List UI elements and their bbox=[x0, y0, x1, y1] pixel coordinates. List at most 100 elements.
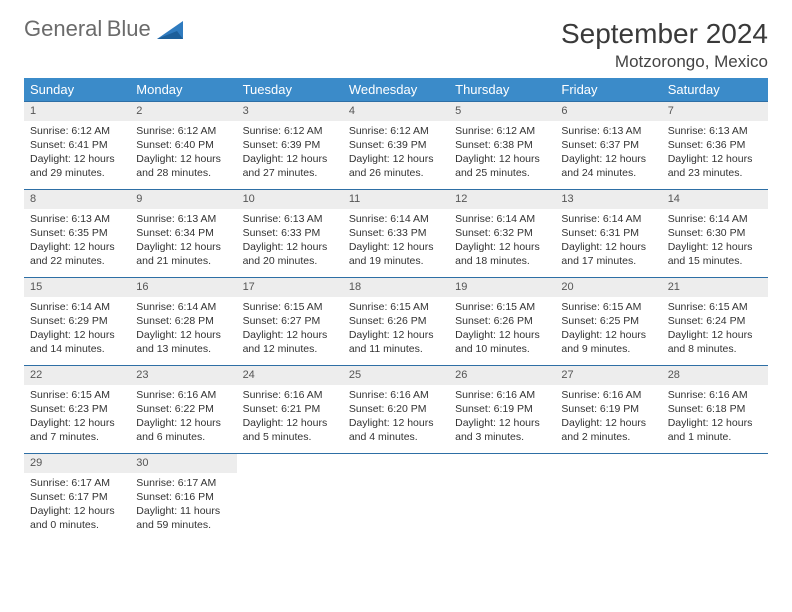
calendar-cell: 19Sunrise: 6:15 AMSunset: 6:26 PMDayligh… bbox=[449, 278, 555, 366]
brand-word1: General bbox=[24, 16, 102, 41]
sunrise-line: Sunrise: 6:12 AM bbox=[136, 124, 230, 138]
sunrise-line: Sunrise: 6:13 AM bbox=[668, 124, 762, 138]
daylight-line: Daylight: 12 hours and 24 minutes. bbox=[561, 152, 655, 180]
sunset-line: Sunset: 6:18 PM bbox=[668, 402, 762, 416]
calendar-row: 8Sunrise: 6:13 AMSunset: 6:35 PMDaylight… bbox=[24, 190, 768, 278]
daylight-line: Daylight: 12 hours and 27 minutes. bbox=[243, 152, 337, 180]
calendar-cell: 12Sunrise: 6:14 AMSunset: 6:32 PMDayligh… bbox=[449, 190, 555, 278]
sunset-line: Sunset: 6:26 PM bbox=[455, 314, 549, 328]
day-number: 27 bbox=[555, 366, 661, 385]
daylight-line: Daylight: 12 hours and 2 minutes. bbox=[561, 416, 655, 444]
sunrise-line: Sunrise: 6:14 AM bbox=[455, 212, 549, 226]
day-number: 30 bbox=[130, 454, 236, 473]
daylight-line: Daylight: 12 hours and 19 minutes. bbox=[349, 240, 443, 268]
day-number: 14 bbox=[662, 190, 768, 209]
weekday-header: Saturday bbox=[662, 78, 768, 102]
day-number: 23 bbox=[130, 366, 236, 385]
day-number: 11 bbox=[343, 190, 449, 209]
weekday-header: Friday bbox=[555, 78, 661, 102]
calendar-cell: 20Sunrise: 6:15 AMSunset: 6:25 PMDayligh… bbox=[555, 278, 661, 366]
sunrise-line: Sunrise: 6:13 AM bbox=[136, 212, 230, 226]
day-body: Sunrise: 6:15 AMSunset: 6:27 PMDaylight:… bbox=[237, 297, 343, 363]
sunset-line: Sunset: 6:39 PM bbox=[349, 138, 443, 152]
sunset-line: Sunset: 6:38 PM bbox=[455, 138, 549, 152]
calendar-cell: .. bbox=[237, 454, 343, 542]
sunrise-line: Sunrise: 6:16 AM bbox=[455, 388, 549, 402]
day-body: Sunrise: 6:17 AMSunset: 6:17 PMDaylight:… bbox=[24, 473, 130, 539]
day-body: Sunrise: 6:15 AMSunset: 6:25 PMDaylight:… bbox=[555, 297, 661, 363]
calendar-cell: 22Sunrise: 6:15 AMSunset: 6:23 PMDayligh… bbox=[24, 366, 130, 454]
weekday-header: Wednesday bbox=[343, 78, 449, 102]
day-body: Sunrise: 6:13 AMSunset: 6:37 PMDaylight:… bbox=[555, 121, 661, 187]
day-body: Sunrise: 6:15 AMSunset: 6:26 PMDaylight:… bbox=[343, 297, 449, 363]
sunset-line: Sunset: 6:19 PM bbox=[455, 402, 549, 416]
calendar-cell: 7Sunrise: 6:13 AMSunset: 6:36 PMDaylight… bbox=[662, 102, 768, 190]
sunrise-line: Sunrise: 6:16 AM bbox=[668, 388, 762, 402]
calendar-cell: 30Sunrise: 6:17 AMSunset: 6:16 PMDayligh… bbox=[130, 454, 236, 542]
sunset-line: Sunset: 6:23 PM bbox=[30, 402, 124, 416]
daylight-line: Daylight: 12 hours and 25 minutes. bbox=[455, 152, 549, 180]
day-body: Sunrise: 6:16 AMSunset: 6:22 PMDaylight:… bbox=[130, 385, 236, 451]
calendar-cell: 28Sunrise: 6:16 AMSunset: 6:18 PMDayligh… bbox=[662, 366, 768, 454]
day-body: Sunrise: 6:14 AMSunset: 6:29 PMDaylight:… bbox=[24, 297, 130, 363]
sunset-line: Sunset: 6:37 PM bbox=[561, 138, 655, 152]
sunset-line: Sunset: 6:33 PM bbox=[243, 226, 337, 240]
day-number: 24 bbox=[237, 366, 343, 385]
sunrise-line: Sunrise: 6:14 AM bbox=[136, 300, 230, 314]
day-body: Sunrise: 6:14 AMSunset: 6:32 PMDaylight:… bbox=[449, 209, 555, 275]
daylight-line: Daylight: 12 hours and 23 minutes. bbox=[668, 152, 762, 180]
daylight-line: Daylight: 12 hours and 21 minutes. bbox=[136, 240, 230, 268]
sunset-line: Sunset: 6:26 PM bbox=[349, 314, 443, 328]
sunset-line: Sunset: 6:31 PM bbox=[561, 226, 655, 240]
sunset-line: Sunset: 6:28 PM bbox=[136, 314, 230, 328]
sunrise-line: Sunrise: 6:13 AM bbox=[561, 124, 655, 138]
sunset-line: Sunset: 6:29 PM bbox=[30, 314, 124, 328]
day-number: 15 bbox=[24, 278, 130, 297]
daylight-line: Daylight: 12 hours and 20 minutes. bbox=[243, 240, 337, 268]
sunset-line: Sunset: 6:39 PM bbox=[243, 138, 337, 152]
day-body: Sunrise: 6:16 AMSunset: 6:21 PMDaylight:… bbox=[237, 385, 343, 451]
location: Motzorongo, Mexico bbox=[561, 52, 768, 72]
sunrise-line: Sunrise: 6:14 AM bbox=[668, 212, 762, 226]
calendar-cell: .. bbox=[662, 454, 768, 542]
calendar-cell: 27Sunrise: 6:16 AMSunset: 6:19 PMDayligh… bbox=[555, 366, 661, 454]
day-number: 25 bbox=[343, 366, 449, 385]
calendar-row: 1Sunrise: 6:12 AMSunset: 6:41 PMDaylight… bbox=[24, 102, 768, 190]
sunrise-line: Sunrise: 6:12 AM bbox=[30, 124, 124, 138]
daylight-line: Daylight: 12 hours and 6 minutes. bbox=[136, 416, 230, 444]
day-number: 13 bbox=[555, 190, 661, 209]
day-number: 12 bbox=[449, 190, 555, 209]
day-body: Sunrise: 6:16 AMSunset: 6:19 PMDaylight:… bbox=[449, 385, 555, 451]
sunrise-line: Sunrise: 6:17 AM bbox=[136, 476, 230, 490]
sunrise-line: Sunrise: 6:16 AM bbox=[349, 388, 443, 402]
day-number: 7 bbox=[662, 102, 768, 121]
day-number: 26 bbox=[449, 366, 555, 385]
sunrise-line: Sunrise: 6:15 AM bbox=[243, 300, 337, 314]
sunset-line: Sunset: 6:35 PM bbox=[30, 226, 124, 240]
day-body: Sunrise: 6:15 AMSunset: 6:23 PMDaylight:… bbox=[24, 385, 130, 451]
sunset-line: Sunset: 6:34 PM bbox=[136, 226, 230, 240]
sunrise-line: Sunrise: 6:14 AM bbox=[349, 212, 443, 226]
calendar-cell: .. bbox=[449, 454, 555, 542]
day-body: Sunrise: 6:14 AMSunset: 6:28 PMDaylight:… bbox=[130, 297, 236, 363]
daylight-line: Daylight: 12 hours and 15 minutes. bbox=[668, 240, 762, 268]
day-number: 5 bbox=[449, 102, 555, 121]
daylight-line: Daylight: 12 hours and 14 minutes. bbox=[30, 328, 124, 356]
daylight-line: Daylight: 11 hours and 59 minutes. bbox=[136, 504, 230, 532]
daylight-line: Daylight: 12 hours and 28 minutes. bbox=[136, 152, 230, 180]
day-number: 1 bbox=[24, 102, 130, 121]
calendar-cell: .. bbox=[555, 454, 661, 542]
sunset-line: Sunset: 6:25 PM bbox=[561, 314, 655, 328]
calendar-cell: 18Sunrise: 6:15 AMSunset: 6:26 PMDayligh… bbox=[343, 278, 449, 366]
sunrise-line: Sunrise: 6:15 AM bbox=[349, 300, 443, 314]
sunset-line: Sunset: 6:32 PM bbox=[455, 226, 549, 240]
month-title: September 2024 bbox=[561, 18, 768, 50]
day-body: Sunrise: 6:17 AMSunset: 6:16 PMDaylight:… bbox=[130, 473, 236, 539]
sunrise-line: Sunrise: 6:16 AM bbox=[136, 388, 230, 402]
sunrise-line: Sunrise: 6:13 AM bbox=[30, 212, 124, 226]
calendar-cell: 14Sunrise: 6:14 AMSunset: 6:30 PMDayligh… bbox=[662, 190, 768, 278]
day-body: Sunrise: 6:14 AMSunset: 6:33 PMDaylight:… bbox=[343, 209, 449, 275]
calendar-cell: 8Sunrise: 6:13 AMSunset: 6:35 PMDaylight… bbox=[24, 190, 130, 278]
sunrise-line: Sunrise: 6:16 AM bbox=[561, 388, 655, 402]
sunrise-line: Sunrise: 6:16 AM bbox=[243, 388, 337, 402]
